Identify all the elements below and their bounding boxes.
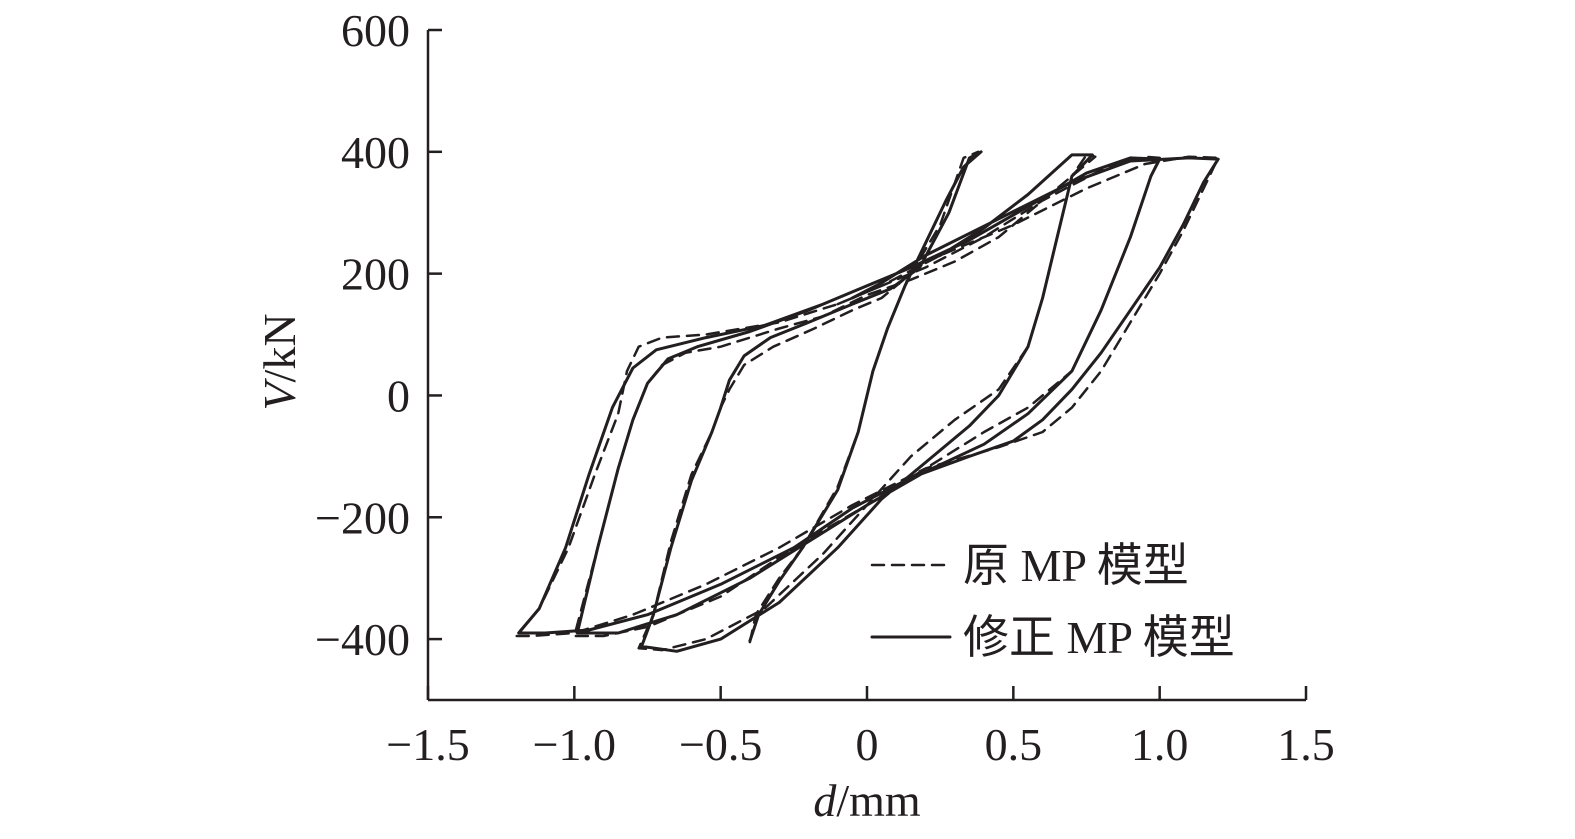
x-tick-label: −1.0 xyxy=(533,719,616,770)
y-axis-title: V/kN xyxy=(254,313,305,410)
x-axis-title: d/mm xyxy=(813,775,921,826)
series-layer xyxy=(514,150,1220,653)
y-ticks: −400 −200 0 200 400 600 xyxy=(315,5,442,665)
y-tick-label: 200 xyxy=(341,249,410,300)
legend: 原 MP 模型 修正 MP 模型 xyxy=(870,540,1235,663)
y-tick-label: 600 xyxy=(341,5,410,56)
y-tick-label: 0 xyxy=(387,370,410,421)
legend-item-original: 原 MP 模型 xyxy=(870,540,1189,591)
x-ticks: −1.5 −1.0 −0.5 0 0.5 1.0 1.5 xyxy=(386,686,1335,770)
x-tick-label: 0 xyxy=(856,719,879,770)
legend-label-original: 原 MP 模型 xyxy=(963,540,1189,591)
legend-item-modified: 修正 MP 模型 xyxy=(870,612,1235,663)
axes xyxy=(426,30,1306,702)
legend-label-modified: 修正 MP 模型 xyxy=(963,612,1235,663)
y-tick-label: −200 xyxy=(315,492,410,543)
x-tick-label: −0.5 xyxy=(679,719,762,770)
x-tick-label: 1.5 xyxy=(1277,719,1335,770)
x-tick-label: 1.0 xyxy=(1131,719,1189,770)
y-tick-label: 400 xyxy=(341,127,410,178)
series-modified-mp-curve xyxy=(517,150,1220,653)
x-tick-label: −1.5 xyxy=(386,719,469,770)
y-tick-label: −400 xyxy=(315,614,410,665)
x-tick-label: 0.5 xyxy=(985,719,1043,770)
